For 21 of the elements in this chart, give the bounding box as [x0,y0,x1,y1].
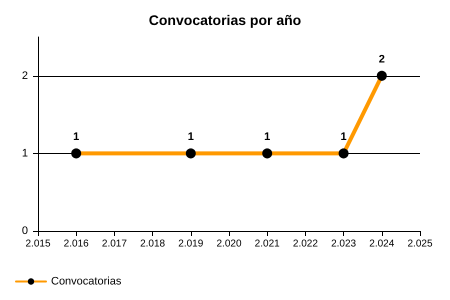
x-tick-label: 2.019 [178,238,204,250]
y-tick-label: 2 [22,70,28,82]
x-tick-label: 2.020 [216,238,242,250]
y-tick-label: 0 [22,225,28,237]
x-tick-label: 2.024 [369,238,395,250]
x-tick-label: 2.021 [254,238,280,250]
legend-label: Convocatorias [51,276,122,288]
x-tick-label: 2.017 [102,238,128,250]
data-label: 1 [188,130,194,143]
x-tick-label: 2.016 [64,238,90,250]
x-tick-label: 2.025 [407,238,433,250]
chart-title: Convocatorias por año [148,12,302,28]
x-tick-label: 2.023 [331,238,357,250]
x-tick-label: 2.018 [140,238,166,250]
data-label: 1 [340,130,347,143]
y-tick-label: 1 [22,147,28,160]
data-label: 2 [378,53,385,66]
x-tick-label: 2.015 [25,238,51,250]
data-label: 1 [73,130,80,143]
x-tick-label: 2.022 [292,238,318,250]
data-label: 1 [264,130,270,143]
